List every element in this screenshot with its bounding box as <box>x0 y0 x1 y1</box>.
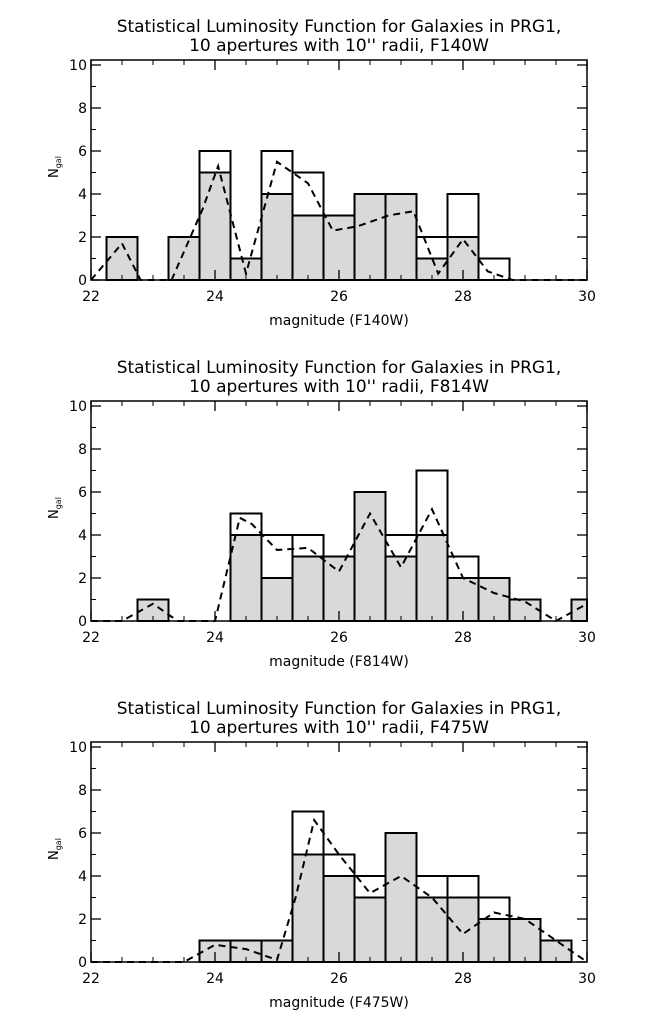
y-tick-label: 2 <box>78 912 87 928</box>
dashed-density-curve <box>91 817 588 963</box>
y-tick-label: 4 <box>78 869 87 885</box>
chart-title: Statistical Luminosity Function for Gala… <box>117 358 562 378</box>
y-tick-label: 10 <box>69 58 87 74</box>
x-axis-label: magnitude (F814W) <box>269 654 409 670</box>
x-tick-label: 26 <box>330 630 348 646</box>
y-tick-label: 0 <box>78 614 87 630</box>
chart-subtitle: 10 apertures with 10'' radii, F140W <box>189 36 489 56</box>
x-axis-label: magnitude (F475W) <box>269 995 409 1011</box>
x-axis-label: magnitude (F140W) <box>269 313 409 329</box>
x-tick-label: 24 <box>206 971 224 987</box>
y-axis-label: Ngal <box>47 838 63 860</box>
filled-bar <box>292 556 324 621</box>
x-tick-label: 30 <box>578 289 596 305</box>
filled-bar <box>230 258 262 280</box>
y-axis-label-subscript: gal <box>54 156 63 168</box>
filled-bar <box>478 919 510 962</box>
x-tick-label: 24 <box>206 289 224 305</box>
filled-bar <box>385 833 417 962</box>
y-tick-label: 10 <box>69 740 87 756</box>
y-axis-label-subscript: gal <box>54 838 63 850</box>
filled-bar <box>199 172 231 280</box>
filled-bar <box>323 215 355 280</box>
chart-subtitle: 10 apertures with 10'' radii, F814W <box>189 377 489 397</box>
filled-bar <box>571 599 587 621</box>
filled-bar <box>354 492 386 621</box>
x-tick-label: 28 <box>454 630 472 646</box>
chart-subtitle: 10 apertures with 10'' radii, F475W <box>189 718 489 738</box>
filled-bar <box>354 194 386 280</box>
y-tick-label: 8 <box>78 101 87 117</box>
y-tick-label: 6 <box>78 144 87 160</box>
x-tick-label: 26 <box>330 289 348 305</box>
x-tick-label: 28 <box>454 289 472 305</box>
filled-bar <box>261 578 293 621</box>
y-axis-label-subscript: gal <box>54 497 63 509</box>
filled-bar <box>230 535 262 621</box>
filled-bar <box>230 940 262 962</box>
x-tick-label: 22 <box>82 971 100 987</box>
filled-bar <box>292 215 324 280</box>
filled-bar <box>385 556 417 621</box>
x-tick-label: 28 <box>454 971 472 987</box>
filled-bar <box>385 194 417 280</box>
filled-bar <box>447 897 479 962</box>
y-tick-label: 2 <box>78 571 87 587</box>
filled-bar <box>416 897 448 962</box>
y-tick-label: 4 <box>78 528 87 544</box>
y-tick-label: 2 <box>78 230 87 246</box>
y-tick-label: 4 <box>78 187 87 203</box>
x-tick-label: 30 <box>578 630 596 646</box>
filled-bar <box>323 556 355 621</box>
y-tick-label: 8 <box>78 783 87 799</box>
chart-title: Statistical Luminosity Function for Gala… <box>117 17 562 37</box>
chart-panel-2: Statistical Luminosity Function for Gala… <box>47 358 596 670</box>
filled-bar <box>168 237 200 280</box>
x-tick-label: 30 <box>578 971 596 987</box>
filled-bar <box>416 258 448 280</box>
y-tick-label: 6 <box>78 485 87 501</box>
filled-bar <box>137 599 169 621</box>
x-tick-label: 22 <box>82 630 100 646</box>
y-axis-label: Ngal <box>47 156 63 178</box>
filled-bar <box>416 535 448 621</box>
y-tick-label: 6 <box>78 826 87 842</box>
chart-title: Statistical Luminosity Function for Gala… <box>117 699 562 719</box>
chart-panel-3: Statistical Luminosity Function for Gala… <box>47 699 596 1011</box>
y-tick-label: 0 <box>78 955 87 971</box>
filled-bar <box>323 876 355 962</box>
x-tick-label: 22 <box>82 289 100 305</box>
filled-bar <box>478 578 510 621</box>
x-tick-label: 24 <box>206 630 224 646</box>
y-axis-label: Ngal <box>47 497 63 519</box>
x-tick-label: 26 <box>330 971 348 987</box>
filled-bar <box>292 854 324 962</box>
filled-bar <box>509 919 541 962</box>
chart-panel-1: Statistical Luminosity Function for Gala… <box>47 17 596 329</box>
y-tick-label: 8 <box>78 442 87 458</box>
y-tick-label: 0 <box>78 273 87 289</box>
filled-bar <box>354 897 386 962</box>
filled-bar <box>509 599 541 621</box>
dashed-density-curve <box>91 506 588 623</box>
filled-bar <box>261 194 293 280</box>
y-tick-label: 10 <box>69 399 87 415</box>
